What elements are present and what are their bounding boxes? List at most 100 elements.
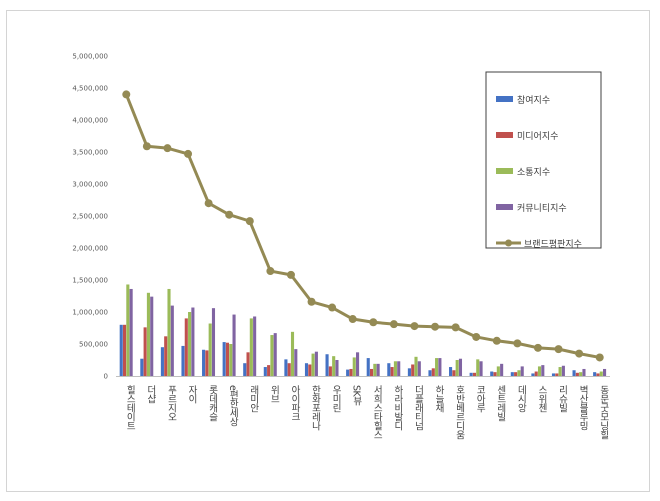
bar [476,359,480,376]
chart-svg: 0 500,000 1,000,000 1,500,000 2,000,000 2,500… [72,53,610,439]
chart-frame: 0 500,000 1,000,000 1,500,000 2,000,000 2,500… [6,10,650,492]
bar [311,353,315,376]
line-point [163,144,172,153]
bar [243,363,247,376]
line-point [389,320,398,329]
line-point [451,323,460,332]
y-tick-label: 1,500,000 [72,277,108,285]
bar [599,371,603,376]
bar [572,370,576,376]
bar [479,361,483,376]
bar [393,361,397,376]
bar [232,314,236,376]
bar [270,335,274,376]
legend-label: 커뮤니티지수 [517,203,567,214]
x-category-label: 우미린 [330,385,341,412]
bar [414,356,418,376]
bar [356,352,360,376]
y-tick-label: 500,000 [79,341,108,349]
line-point [286,270,295,279]
bar [435,358,439,376]
bar [160,347,164,376]
x-category-label: 힐스테이트 [124,384,135,430]
bar [490,371,494,376]
bar [593,372,597,376]
bar [308,364,312,376]
line-point [142,142,151,151]
x-category-label: 위브 [268,384,279,403]
bar [263,367,267,376]
bar [181,345,185,376]
bar [575,372,579,376]
bar [537,366,542,376]
bar [551,373,556,376]
y-tick-label: 5,000,000 [72,53,108,61]
bar [496,366,500,376]
bar [346,369,350,376]
bar [287,363,291,376]
bar [555,373,559,376]
x-category-label: 벽산블루밍 [577,385,588,430]
bar [561,365,565,376]
line-point [575,349,584,358]
bar [229,344,233,376]
bar [284,359,288,376]
bar [164,336,168,376]
bar [596,373,600,376]
bar [349,368,353,376]
legend-swatch [496,132,513,138]
x-category-label: 스위첸 [536,385,547,412]
legend-marker [505,239,512,247]
legend-label: 미디어지수 [517,131,558,142]
bar [150,296,154,376]
legend-label: 소통지수 [517,167,550,178]
line-point [266,267,275,276]
bar [191,307,195,376]
bar [253,316,257,376]
bar [531,373,535,376]
bar [376,363,380,376]
bar [294,349,298,376]
bar [246,352,250,376]
legend-label: 브랜드평판지수 [524,239,582,250]
x-category-label: 리슈빌 [557,385,568,412]
x-category-label: 롯데캐슬 [207,385,218,421]
bar [167,288,171,376]
bar [366,358,370,376]
bar [469,372,473,376]
x-category-label: 서희스타힐스 [371,385,382,439]
bar [438,358,442,376]
bar [407,368,411,376]
bar [579,372,583,376]
line-point [245,217,254,226]
x-category-label: 동문굿모닝힐 [598,385,609,439]
x-category-label: 래미안 [248,385,259,412]
bar [273,333,277,376]
x-category-label: 하라비발디 [392,384,403,431]
line-point [513,339,522,348]
x-category-label: 더플래티넘 [412,385,423,430]
bar [510,372,514,376]
bar [582,368,586,376]
bar [558,367,562,376]
line-point [225,210,234,219]
bar [373,363,377,376]
line-point [369,318,378,327]
bar [449,367,453,376]
bar [314,351,318,376]
bar [352,357,356,376]
bar [534,371,538,376]
bar [119,324,123,376]
y-tick-label: 4,000,000 [72,117,108,125]
y-axis: 0 500,000 1,000,000 1,500,000 2,000,000 2,500… [72,53,108,381]
x-category-label: 푸르지오 [165,385,176,421]
bar [146,292,150,376]
bar [140,358,144,376]
x-category-label: 코아루 [474,385,485,413]
bar [304,363,309,376]
bar [514,372,518,376]
x-category-label: 더샵 [145,385,156,403]
line-point [328,303,337,312]
x-category-label: 아이파크 [289,385,300,421]
